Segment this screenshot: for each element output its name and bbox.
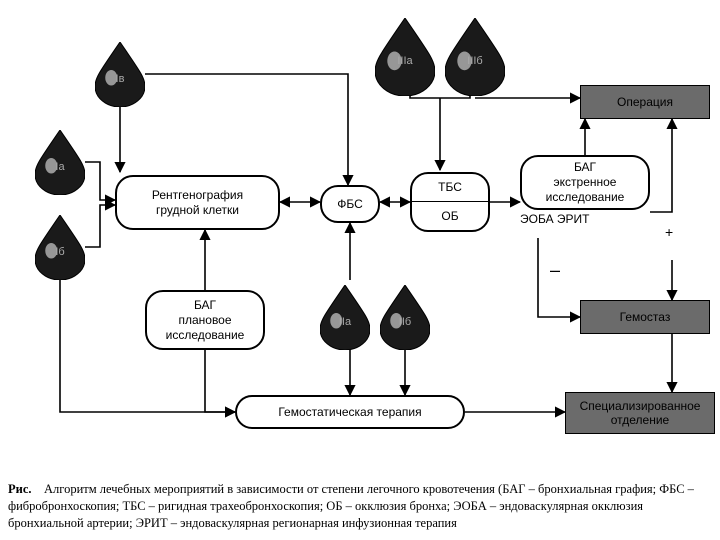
block-gemostaz: Гемостаз [580,300,710,334]
node-hemo-label: Гемостатическая терапия [278,405,421,420]
node-tbs-ob: ТБС ОБ [410,172,490,232]
drop-Ia: Iа [35,130,85,195]
caption-prefix: Рис. [8,482,32,496]
drop-IIb: IIб [380,285,430,350]
node-eoba-erit: ЭОБА ЭРИТ [520,212,650,226]
block-specialized-dept: Специализированноеотделение [565,392,715,434]
diagram-canvas: Iв Iа Iб IIа IIб IIIа IIIб Рентгенографи… [0,0,720,540]
drop-IIa: IIа [320,285,370,350]
annotation-minus: – [550,260,560,281]
node-bag-emergency-label: БАГэкстренноеисследование [546,160,625,205]
node-bag-emergency: БАГэкстренноеисследование [520,155,650,210]
node-bag-planned-label: БАГплановоеисследование [166,298,245,343]
block-operation: Операция [580,85,710,119]
caption-text: Алгоритм лечебных мероприятий в зависимо… [8,482,694,530]
drop-IIIa: IIIа [375,18,435,96]
figure-caption: Рис. Алгоритм лечебных мероприятий в зав… [0,475,720,540]
node-hemostatic-therapy: Гемостатическая терапия [235,395,465,429]
node-tbs-label: ТБС [438,180,462,195]
node-fbs: ФБС [320,185,380,223]
drop-Iv: Iв [95,42,145,107]
annotation-plus: + [665,224,673,240]
node-xray-label: Рентгенографиягрудной клетки [152,188,243,218]
node-fbs-label: ФБС [337,197,363,212]
node-ob-label: ОБ [441,209,458,224]
drop-IIIb: IIIб [445,18,505,96]
drop-Ib: Iб [35,215,85,280]
node-bag-planned: БАГплановоеисследование [145,290,265,350]
node-xray: Рентгенографиягрудной клетки [115,175,280,230]
